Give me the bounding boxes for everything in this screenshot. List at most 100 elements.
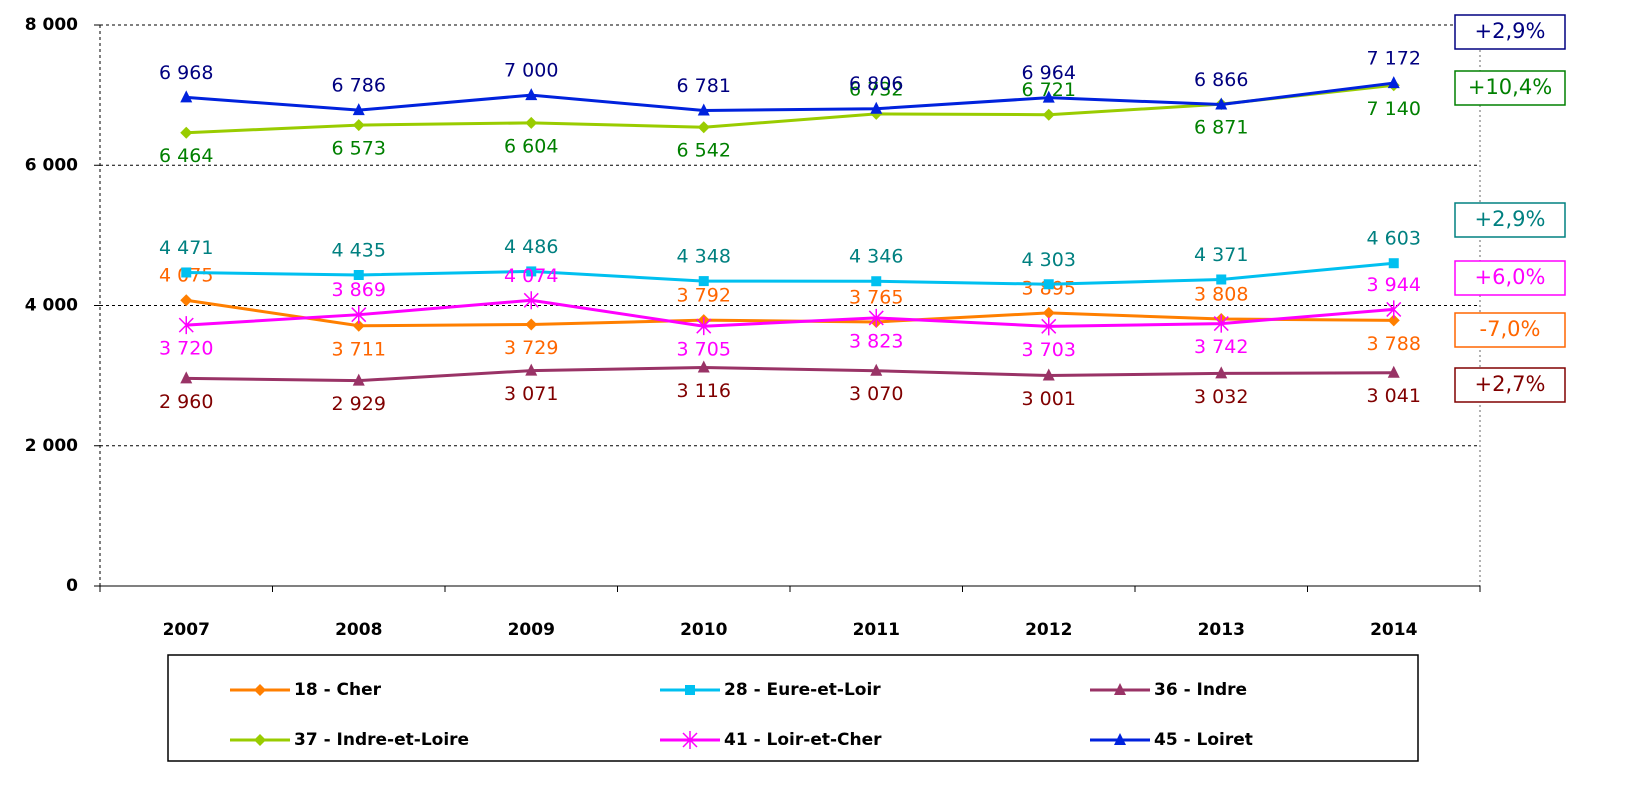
data-point bbox=[181, 267, 192, 278]
data-point bbox=[180, 126, 193, 139]
y-tick-label: 8 000 bbox=[25, 15, 78, 35]
data-point bbox=[1042, 90, 1055, 103]
data-point bbox=[696, 317, 712, 336]
value-label: 3 742 bbox=[1194, 336, 1248, 358]
value-label: 4 435 bbox=[332, 239, 386, 261]
value-label: 4 371 bbox=[1194, 244, 1248, 266]
series-line bbox=[186, 261, 1394, 286]
value-label: 3 705 bbox=[677, 339, 731, 361]
value-label: 4 348 bbox=[677, 246, 731, 268]
data-point bbox=[1387, 76, 1400, 89]
data-point bbox=[523, 291, 539, 310]
value-label: 3 792 bbox=[677, 285, 731, 307]
data-point bbox=[871, 276, 882, 287]
legend-label: 41 - Loir-et-Cher bbox=[724, 730, 882, 750]
data-point bbox=[180, 90, 193, 103]
x-tick-label: 2014 bbox=[1370, 620, 1417, 640]
data-point bbox=[525, 116, 538, 129]
value-label: 4 346 bbox=[849, 246, 903, 268]
y-tick-label: 2 000 bbox=[25, 436, 78, 456]
data-point bbox=[352, 103, 365, 116]
series-line bbox=[186, 298, 1394, 328]
change-box bbox=[1454, 70, 1566, 106]
value-label: 6 866 bbox=[1194, 69, 1248, 91]
data-point bbox=[352, 319, 365, 332]
value-label: 3 703 bbox=[1022, 339, 1076, 361]
value-label: 4 074 bbox=[504, 265, 558, 287]
data-point bbox=[697, 103, 710, 116]
value-label: 2 960 bbox=[159, 391, 213, 413]
value-label: 3 071 bbox=[504, 383, 558, 405]
value-label: 3 869 bbox=[332, 279, 386, 301]
value-label: 3 720 bbox=[159, 338, 213, 360]
x-tick-label: 2013 bbox=[1198, 620, 1245, 640]
data-point bbox=[1216, 274, 1227, 285]
change-label: +6,0% bbox=[1475, 265, 1546, 289]
legend-marker bbox=[1114, 683, 1126, 695]
data-point bbox=[697, 121, 710, 134]
legend-label: 36 - Indre bbox=[1154, 680, 1247, 700]
series-line bbox=[186, 365, 1394, 383]
data-point bbox=[1387, 314, 1400, 327]
data-point bbox=[525, 363, 538, 376]
data-point bbox=[870, 363, 883, 376]
value-label: 3 765 bbox=[849, 286, 903, 308]
y-tick-label: 6 000 bbox=[25, 155, 78, 175]
data-point bbox=[352, 119, 365, 132]
change-box bbox=[1454, 260, 1566, 296]
value-label: 6 604 bbox=[504, 135, 558, 157]
data-point bbox=[1042, 306, 1055, 319]
change-label: +2,7% bbox=[1475, 372, 1546, 396]
value-label: 3 808 bbox=[1194, 283, 1248, 305]
value-label: 6 721 bbox=[1022, 79, 1076, 101]
data-point bbox=[697, 360, 710, 373]
series-line bbox=[186, 81, 1394, 112]
value-label: 2 929 bbox=[332, 393, 386, 415]
x-tick-label: 2012 bbox=[1025, 620, 1072, 640]
data-point bbox=[525, 88, 538, 101]
value-label: 6 542 bbox=[677, 140, 731, 162]
value-label: 3 116 bbox=[677, 380, 731, 402]
value-label: 7 140 bbox=[1367, 98, 1421, 120]
change-box bbox=[1454, 367, 1566, 403]
value-label: 6 781 bbox=[677, 75, 731, 97]
data-point bbox=[526, 266, 537, 277]
data-point bbox=[525, 318, 538, 331]
value-label: 3 823 bbox=[849, 330, 903, 352]
value-label: 4 303 bbox=[1022, 249, 1076, 271]
value-label: 6 732 bbox=[849, 78, 903, 100]
value-label: 6 964 bbox=[1022, 62, 1076, 84]
value-label: 6 464 bbox=[159, 145, 213, 167]
value-label: 3 944 bbox=[1367, 274, 1421, 296]
data-point bbox=[180, 371, 193, 384]
value-label: 6 968 bbox=[159, 62, 213, 84]
data-point bbox=[1387, 365, 1400, 378]
y-tick-label: 4 000 bbox=[25, 296, 78, 316]
value-label: 4 471 bbox=[159, 237, 213, 259]
y-tick-label: 0 bbox=[66, 576, 78, 596]
legend-label: 45 - Loiret bbox=[1154, 730, 1253, 750]
x-tick-label: 2007 bbox=[163, 620, 210, 640]
data-point bbox=[1386, 300, 1402, 319]
value-label: 4 486 bbox=[504, 236, 558, 258]
legend-label: 37 - Indre-et-Loire bbox=[294, 730, 469, 750]
value-label: 6 786 bbox=[332, 75, 386, 97]
data-point bbox=[1215, 97, 1228, 110]
x-tick-label: 2010 bbox=[680, 620, 727, 640]
data-point bbox=[1213, 314, 1229, 333]
x-tick-label: 2009 bbox=[508, 620, 555, 640]
change-label: -7,0% bbox=[1480, 317, 1541, 341]
legend-marker bbox=[254, 684, 266, 696]
change-box bbox=[1454, 14, 1566, 50]
legend-marker bbox=[1114, 733, 1126, 745]
legend-marker bbox=[685, 685, 695, 695]
data-point bbox=[351, 305, 367, 324]
value-label: 6 573 bbox=[332, 138, 386, 160]
legend-box bbox=[167, 654, 1419, 762]
data-point bbox=[1042, 108, 1055, 121]
change-box bbox=[1454, 312, 1566, 348]
data-point bbox=[1041, 317, 1057, 336]
value-label: 6 871 bbox=[1194, 117, 1248, 139]
value-label: 7 000 bbox=[504, 60, 558, 82]
legend-marker bbox=[254, 734, 266, 746]
